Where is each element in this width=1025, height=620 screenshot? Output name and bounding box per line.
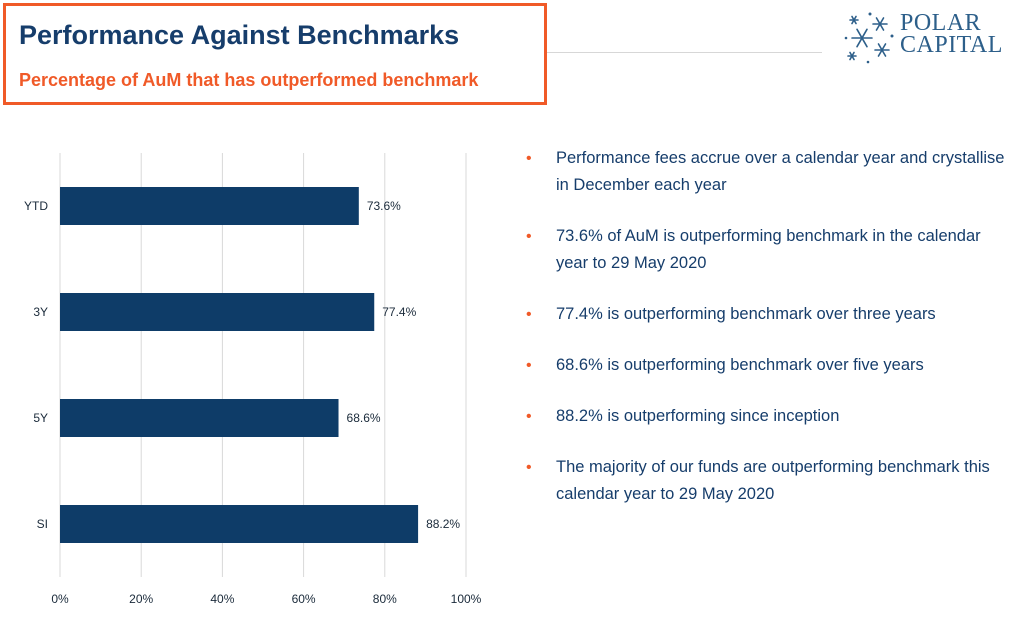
bullet-text: 88.2% is outperforming since inception: [556, 407, 840, 425]
bullet-text: Performance fees accrue over a calendar …: [556, 149, 1005, 194]
x-tick-label: 0%: [51, 592, 69, 606]
value-labels: 73.6% 77.4% 68.6% 88.2%: [347, 199, 461, 531]
x-tick-label: 20%: [129, 592, 153, 606]
bullet-text: 73.6% of AuM is outperforming benchmark …: [556, 227, 981, 272]
bullet-text: 77.4% is outperforming benchmark over th…: [556, 305, 936, 323]
bar-chart: YTD 3Y 5Y SI 73.6% 77.4% 68.6% 88.2% 0% 20% 40% 6…: [24, 153, 482, 606]
logo-wordmark: POLAR CAPITAL: [900, 10, 1003, 58]
bullet-text: 68.6% is outperforming benchmark over fi…: [556, 356, 924, 374]
bullet-item: • 73.6% of AuM is outperforming benchmark…: [522, 223, 1012, 277]
logo-line-polar: POLAR: [900, 10, 982, 36]
title-highlight-box: Performance Against Benchmarks Percentag…: [3, 3, 547, 105]
bullet-text: The majority of our funds are outperform…: [556, 458, 990, 503]
bullet-dot-icon: •: [526, 150, 532, 167]
x-tick-label: 40%: [210, 592, 234, 606]
category-label: SI: [37, 517, 48, 531]
bullet-item: • 68.6% is outperforming benchmark over f…: [522, 352, 1012, 379]
bullet-dot-icon: •: [526, 228, 532, 245]
bar-si: [60, 505, 419, 543]
data-label: 73.6%: [367, 199, 401, 213]
category-label: 5Y: [33, 411, 48, 425]
bullet-item: • 88.2% is outperforming since inception: [522, 403, 1012, 430]
data-label: 77.4%: [382, 305, 416, 319]
category-label: 3Y: [33, 305, 48, 319]
bullet-item: • 77.4% is outperforming benchmark over t…: [522, 301, 1012, 328]
x-tick-label: 80%: [373, 592, 397, 606]
data-label: 88.2%: [426, 517, 460, 531]
bar-3y: [60, 293, 375, 331]
bullet-dot-icon: •: [526, 306, 532, 323]
data-label: 68.6%: [347, 411, 381, 425]
bullet-dot-icon: •: [526, 459, 532, 476]
bullet-item: • Performance fees accrue over a calendar…: [522, 145, 1012, 199]
bar-ytd: [60, 187, 359, 225]
bar-5y: [60, 399, 339, 437]
category-labels: YTD 3Y 5Y SI: [24, 199, 48, 531]
bullet-dot-icon: •: [526, 357, 532, 374]
x-tick-label: 100%: [451, 592, 482, 606]
snowflake-cluster-icon: [844, 12, 894, 64]
page-title: Performance Against Benchmarks: [19, 20, 460, 50]
bullet-list: • Performance fees accrue over a calendar…: [522, 145, 1012, 532]
bullet-item: • The majority of our funds are outperfor…: [522, 454, 1012, 508]
bullet-dot-icon: •: [526, 408, 532, 425]
x-tick-labels: 0% 20% 40% 60% 80% 100%: [51, 592, 481, 606]
chart-bars: [60, 187, 419, 543]
x-tick-label: 60%: [292, 592, 316, 606]
logo-line-capital: CAPITAL: [900, 32, 1003, 58]
page-subtitle: Percentage of AuM that has outperformed …: [19, 70, 479, 90]
category-label: YTD: [24, 199, 48, 213]
